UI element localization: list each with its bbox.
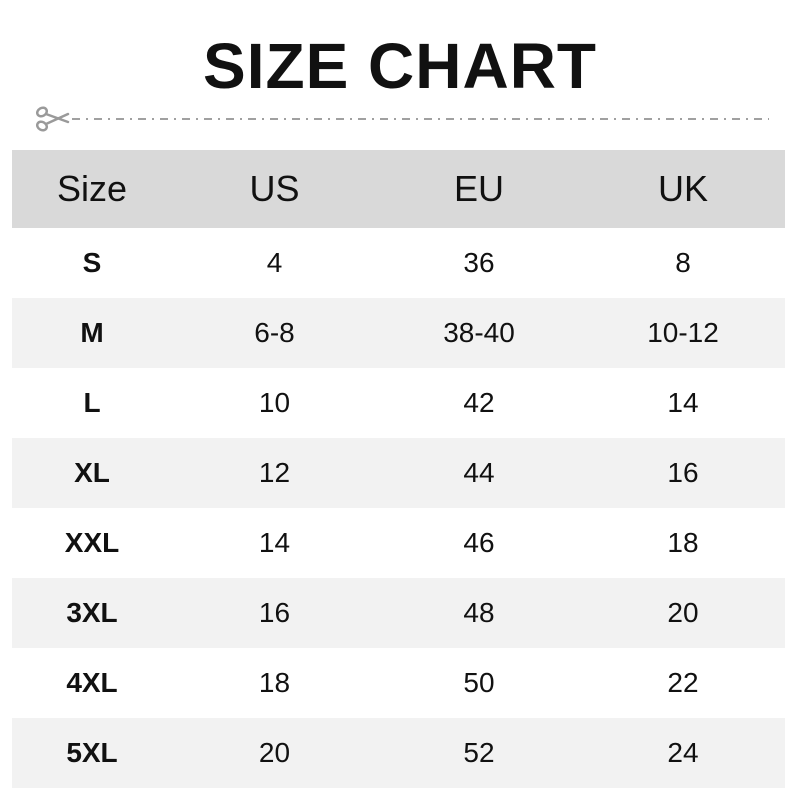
cell-size: 5XL (12, 718, 172, 788)
cell-uk: 24 (581, 718, 785, 788)
cell-uk: 10-12 (581, 298, 785, 368)
table-row: L 10 42 14 (12, 368, 785, 438)
cell-us: 10 (258, 387, 291, 418)
cell-uk: 20 (581, 578, 785, 648)
cell-eu: 46 (463, 527, 495, 558)
cell-uk: 14 (667, 387, 699, 418)
table-row: M 6-8 38-40 10-12 (12, 298, 785, 368)
cell-size: L (83, 387, 101, 418)
cell-eu: 44 (377, 438, 581, 508)
cell-eu: 50 (463, 667, 495, 698)
page-title: SIZE CHART (203, 30, 597, 102)
cell-size: XXL (64, 527, 120, 558)
cell-us: 14 (258, 527, 291, 558)
table-row: 4XL 18 50 22 (12, 648, 785, 718)
scissors-icon (35, 106, 70, 132)
cell-size: 3XL (12, 578, 172, 648)
cell-size: M (12, 298, 172, 368)
header-uk: UK (581, 150, 785, 228)
cut-line (35, 106, 769, 132)
cell-us: 6-8 (172, 298, 377, 368)
header-size: Size (12, 150, 172, 228)
cell-eu: 42 (463, 387, 495, 418)
cell-size: S (82, 247, 102, 278)
header-eu: EU (377, 150, 581, 228)
cell-us: 18 (258, 667, 291, 698)
table-row: 5XL 20 52 24 (12, 718, 785, 788)
cell-us: 4 (266, 247, 283, 278)
table-row: 3XL 16 48 20 (12, 578, 785, 648)
table-row: XL 12 44 16 (12, 438, 785, 508)
cell-size: XL (12, 438, 172, 508)
cell-eu: 48 (377, 578, 581, 648)
table-row: S 4 36 8 (12, 228, 785, 298)
cell-eu: 52 (377, 718, 581, 788)
cell-size: 4XL (66, 667, 118, 698)
cell-us: 20 (172, 718, 377, 788)
header-us: US (172, 150, 377, 228)
cell-uk: 18 (667, 527, 699, 558)
cell-uk: 8 (675, 247, 691, 278)
cell-uk: 22 (667, 667, 699, 698)
size-table: Size US EU UK S 4 36 8 M 6-8 38-40 10-12 L 10 42 14… (12, 150, 785, 788)
cell-us: 12 (172, 438, 377, 508)
cell-uk: 16 (581, 438, 785, 508)
table-row: XXL 14 46 18 (12, 508, 785, 578)
cell-eu: 36 (463, 247, 495, 278)
cell-us: 16 (172, 578, 377, 648)
header-row: Size US EU UK (12, 150, 785, 228)
cell-eu: 38-40 (377, 298, 581, 368)
